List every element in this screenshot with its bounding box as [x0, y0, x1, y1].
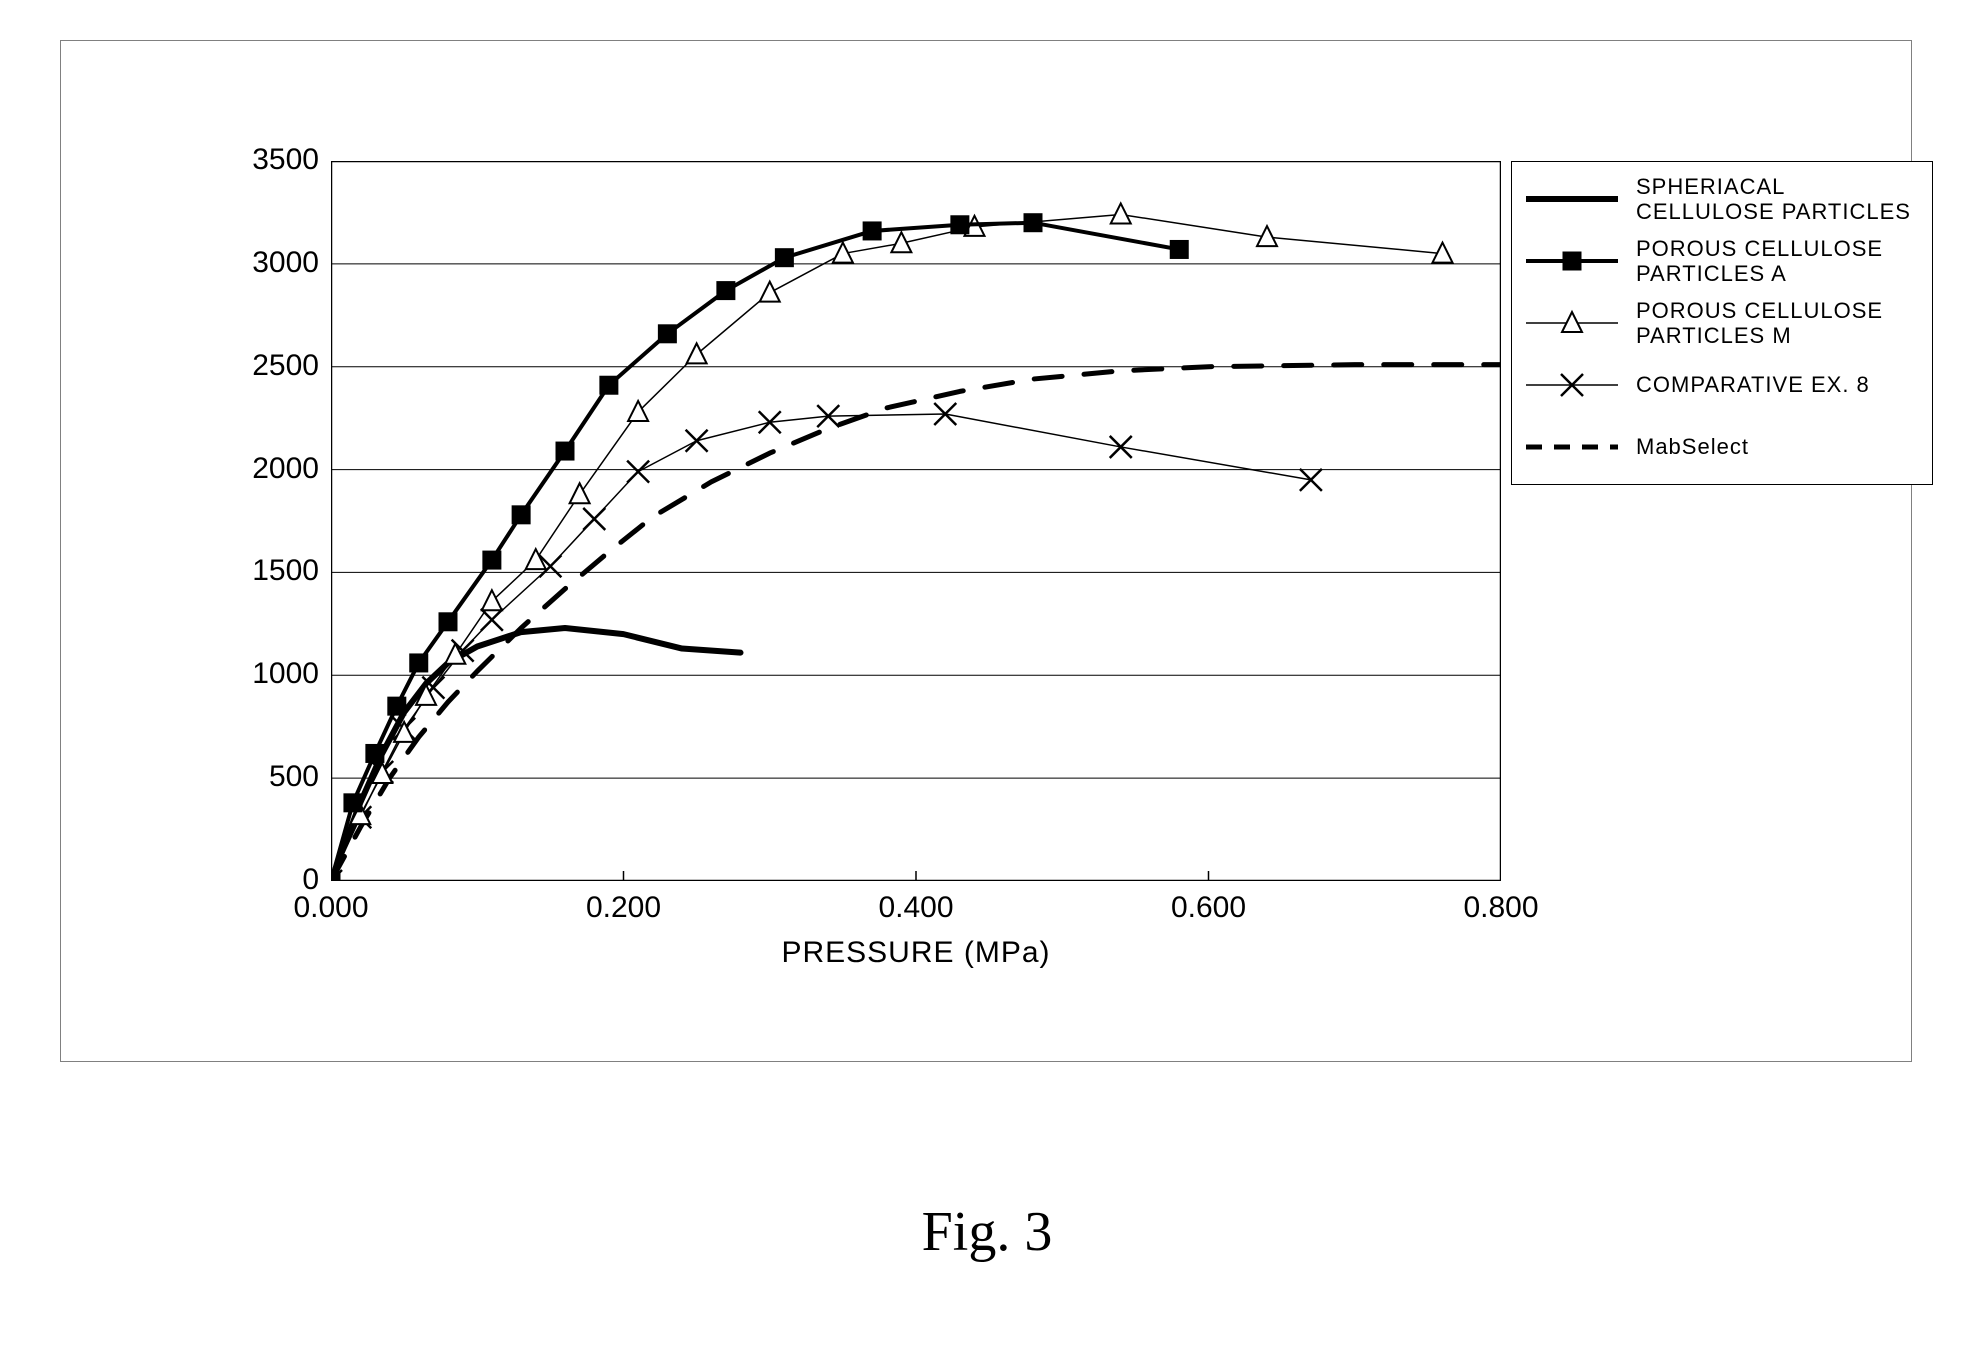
page-wrapper: LINEAR VELOCITY (cm/hour) PRESSURE (MPa)… [0, 0, 1974, 1356]
x-tick-label: 0.400 [871, 891, 961, 925]
legend-label: POROUS CELLULOSEPARTICLES A [1636, 236, 1883, 287]
y-tick-label: 500 [269, 760, 319, 794]
chart-svg [331, 161, 1501, 881]
y-tick-label: 2000 [252, 452, 319, 486]
y-tick-label: 3000 [252, 246, 319, 280]
legend-swatch [1522, 241, 1622, 281]
legend-swatch [1522, 365, 1622, 405]
y-tick-label: 3500 [252, 143, 319, 177]
x-tick-label: 0.800 [1456, 891, 1546, 925]
legend-item-comp8: COMPARATIVE EX. 8 [1522, 354, 1922, 416]
series-porousA [331, 214, 1188, 881]
legend-item-porousA: POROUS CELLULOSEPARTICLES A [1522, 230, 1922, 292]
figure-caption: Fig. 3 [922, 1200, 1053, 1264]
x-axis-label: PRESSURE (MPa) [781, 936, 1050, 970]
series-mabselect [331, 365, 1501, 881]
legend-swatch [1522, 179, 1622, 219]
legend-label: COMPARATIVE EX. 8 [1636, 372, 1870, 397]
legend-label: POROUS CELLULOSEPARTICLES M [1636, 298, 1883, 349]
legend-item-porousM: POROUS CELLULOSEPARTICLES M [1522, 292, 1922, 354]
legend-box: SPHERIACALCELLULOSE PARTICLES POROUS CELL… [1511, 161, 1933, 485]
plot-area [331, 161, 1501, 881]
legend-item-spherical: SPHERIACALCELLULOSE PARTICLES [1522, 168, 1922, 230]
legend-label: MabSelect [1636, 434, 1749, 459]
legend-label: SPHERIACALCELLULOSE PARTICLES [1636, 174, 1911, 225]
x-tick-label: 0.600 [1164, 891, 1254, 925]
legend-swatch [1522, 303, 1622, 343]
y-tick-label: 2500 [252, 349, 319, 383]
x-tick-label: 0.200 [579, 891, 669, 925]
y-tick-label: 1500 [252, 554, 319, 588]
legend-swatch [1522, 427, 1622, 467]
series-porousM [331, 203, 1453, 881]
series-comp8 [331, 403, 1322, 881]
x-tick-label: 0.000 [286, 891, 376, 925]
legend-item-mabselect: MabSelect [1522, 416, 1922, 478]
chart-outer-frame: LINEAR VELOCITY (cm/hour) PRESSURE (MPa)… [60, 40, 1912, 1062]
y-tick-label: 1000 [252, 657, 319, 691]
